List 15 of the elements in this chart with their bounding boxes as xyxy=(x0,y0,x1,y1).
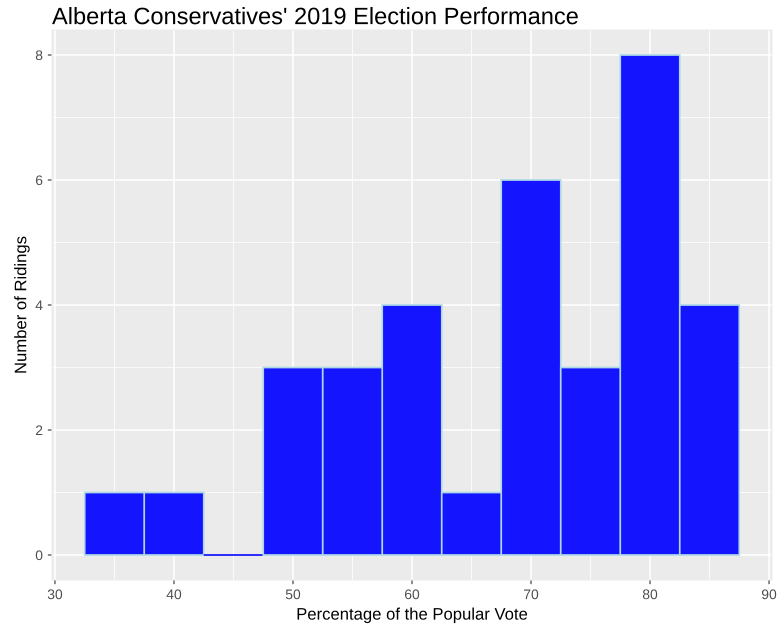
x-tick-label: 70 xyxy=(524,589,538,600)
x-tick-label: 30 xyxy=(48,589,62,600)
x-tick-label: 80 xyxy=(642,589,658,600)
y-tick-label: 8 xyxy=(36,50,42,60)
x-tick-label: 50 xyxy=(286,589,300,600)
chart-title: Alberta Conservatives' 2019 Election Performance xyxy=(52,6,578,24)
y-axis-title: Number of Ridings xyxy=(14,236,30,373)
y-tick-label: 0 xyxy=(36,550,42,560)
y-tick-label: 2 xyxy=(36,425,42,436)
y-tick-label: 6 xyxy=(36,175,42,186)
x-tick-label: 40 xyxy=(166,589,182,600)
y-tick-label: 4 xyxy=(36,300,43,310)
x-axis-title: Percentage of the Popular Vote xyxy=(298,608,528,624)
x-tick-label: 90 xyxy=(762,589,776,600)
x-tick-label: 60 xyxy=(404,589,420,600)
